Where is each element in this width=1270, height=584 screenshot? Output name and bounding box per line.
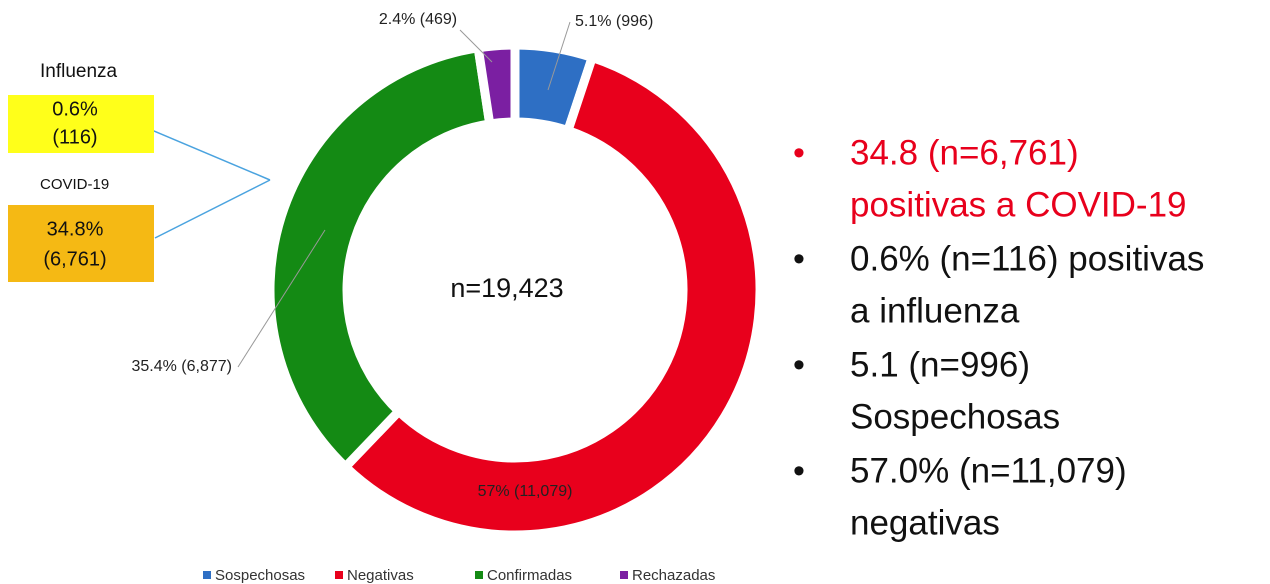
data-label: 5.1% (996) (575, 13, 653, 30)
legend-label: Confirmadas (487, 567, 572, 584)
bullet-dot: • (793, 452, 805, 490)
bullet-dot: • (793, 240, 805, 278)
data-label: 35.4% (6,877) (131, 358, 232, 375)
box (8, 205, 154, 282)
box (8, 95, 154, 153)
bullet-text: Sospechosas (850, 397, 1060, 436)
bullet-text: 5.1 (n=996) (850, 345, 1030, 384)
center-label: n=19,423 (450, 273, 563, 303)
slice (339, 51, 765, 540)
data-label: 2.4% (469) (379, 11, 457, 28)
bullet-text: negativas (850, 503, 1000, 542)
legend-label: Rechazadas (632, 567, 715, 584)
legend-swatch (475, 571, 483, 579)
bullet-text: 34.8 (n=6,761) (850, 133, 1079, 172)
legend-label: Negativas (347, 567, 414, 584)
box-value: 0.6% (52, 98, 98, 120)
leader-line (459, 29, 493, 63)
bullet-text: positivas a COVID-19 (850, 185, 1187, 224)
connector (134, 122, 271, 181)
legend-swatch (335, 571, 343, 579)
data-label: 57% (11,079) (478, 483, 573, 500)
bullet-dot: • (793, 346, 805, 384)
box-title: COVID-19 (40, 176, 109, 193)
connector (154, 179, 271, 239)
legend-label: Sospechosas (215, 567, 305, 584)
bullet-text: 0.6% (n=116) positivas (850, 239, 1204, 278)
box-value: 34.8% (47, 218, 104, 240)
leader-line (237, 229, 326, 368)
leader-line (547, 21, 571, 91)
bullet-dot: • (793, 134, 805, 172)
legend-swatch (203, 571, 211, 579)
bullet-text: 57.0% (n=11,079) (850, 451, 1127, 490)
box-title: Influenza (40, 61, 118, 82)
box-count: (116) (52, 126, 97, 148)
bullet-text: a influenza (850, 291, 1020, 330)
slice (265, 42, 495, 474)
box-count: (6,761) (43, 248, 106, 270)
legend-swatch (620, 571, 628, 579)
slice (473, 40, 520, 130)
